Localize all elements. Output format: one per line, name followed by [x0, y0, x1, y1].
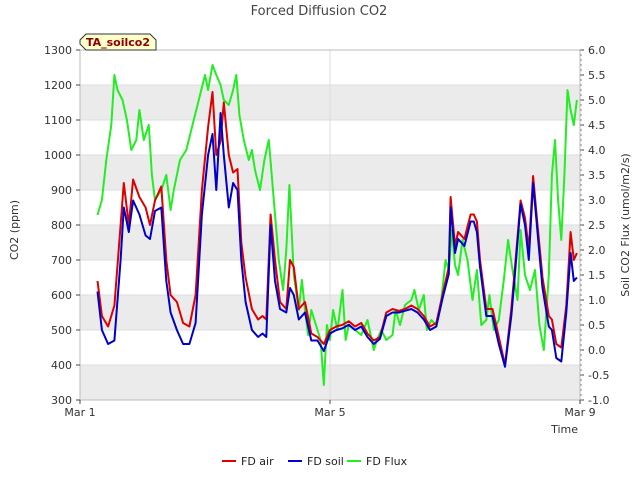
right-tick-label: 3.5	[588, 169, 606, 182]
x-axis-ticks: Mar 1 Mar 5 Mar 9	[64, 400, 596, 419]
right-tick-label: 3.0	[588, 194, 606, 207]
right-tick-label: 6.0	[588, 44, 606, 57]
y-axis-right-label: Soil CO2 Flux (umol/m2/s)	[619, 153, 632, 296]
x-tick-label: Mar 5	[314, 406, 345, 419]
left-tick-label: 900	[51, 184, 72, 197]
left-tick-label: 500	[51, 324, 72, 337]
x-tick-label: Mar 1	[64, 406, 95, 419]
series-lines	[96, 64, 578, 386]
annotation-badge: TA_soilco2	[79, 33, 157, 51]
right-tick-label: 1.0	[588, 294, 606, 307]
right-tick-label: 0.0	[588, 344, 606, 357]
left-axis-ticks: 300 400 500 600 700 800 900 1000 1100 1200 1300	[44, 44, 80, 407]
right-tick-label: 0.5	[588, 319, 606, 332]
right-axis-ticks: -1.0 -0.5 0.0 0.5 1.0 1.5 2.0 2.5 3.0 3.5 4.0 4.5 5.…	[580, 44, 609, 407]
series-line-fd-flux	[96, 64, 578, 386]
series-line-fd-soil	[96, 112, 578, 368]
x-axis-label: Time	[550, 423, 578, 436]
legend-label-fd-soil: FD soil	[307, 455, 344, 468]
left-tick-label: 1000	[44, 149, 72, 162]
y-axis-left-label: CO2 (ppm)	[8, 200, 21, 260]
left-tick-label: 600	[51, 289, 72, 302]
right-tick-label: 1.5	[588, 269, 606, 282]
annotation-badge-text: TA_soilco2	[86, 36, 150, 49]
left-tick-label: 300	[51, 394, 72, 407]
right-tick-label: 2.0	[588, 244, 606, 257]
legend-label-fd-flux: FD Flux	[366, 455, 408, 468]
legend-label-fd-air: FD air	[241, 455, 274, 468]
right-tick-label: -1.0	[588, 394, 609, 407]
x-tick-label: Mar 9	[564, 406, 595, 419]
left-tick-label: 1100	[44, 114, 72, 127]
legend: FD air FD soil FD Flux	[222, 455, 408, 468]
left-tick-label: 700	[51, 254, 72, 267]
right-tick-label: -0.5	[588, 369, 609, 382]
annotation-badge-shape	[79, 33, 157, 51]
left-tick-label: 1200	[44, 79, 72, 92]
right-tick-label: 4.0	[588, 144, 606, 157]
chart-title: Forced Diffusion CO2	[251, 4, 388, 19]
left-tick-label: 800	[51, 219, 72, 232]
left-tick-label: 1300	[44, 44, 72, 57]
right-tick-label: 4.5	[588, 119, 606, 132]
right-tick-label: 5.5	[588, 69, 606, 82]
right-tick-label: 2.5	[588, 219, 606, 232]
right-tick-label: 5.0	[588, 94, 606, 107]
left-tick-label: 400	[51, 359, 72, 372]
